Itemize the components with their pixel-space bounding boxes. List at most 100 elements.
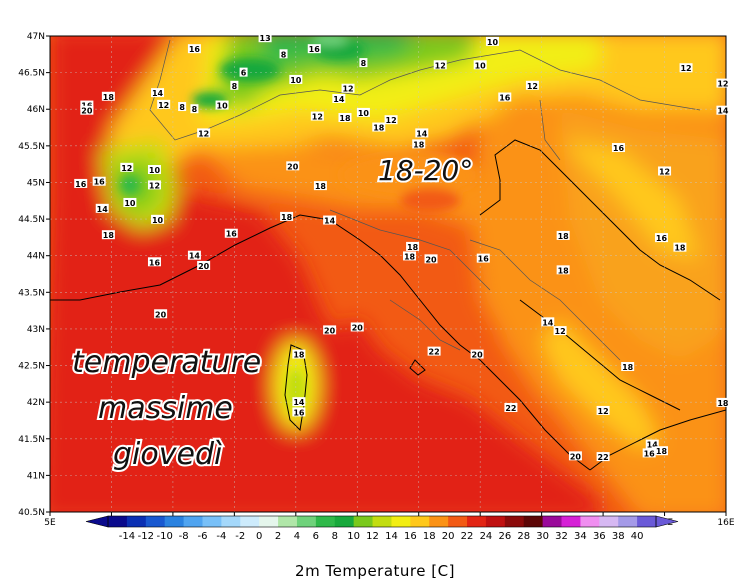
- point-label-bg: [215, 100, 229, 110]
- point-value-label: 16: [147, 257, 161, 267]
- point-label-text: 18: [315, 182, 327, 191]
- point-label-bg: [427, 346, 441, 356]
- point-label-bg: [197, 260, 211, 270]
- point-label-bg: [279, 49, 288, 59]
- point-label-bg: [642, 448, 656, 458]
- point-label-bg: [568, 451, 582, 461]
- colorbar-swatch: [164, 516, 185, 527]
- point-value-label: 18: [403, 251, 417, 261]
- point-value-label: 10: [215, 100, 229, 111]
- point-label-text: 18: [281, 213, 293, 222]
- colorbar-swatch: [561, 516, 581, 527]
- point-label-bg: [679, 63, 693, 73]
- colorbar-swatch: [315, 516, 336, 527]
- colorbar-swatch: [504, 516, 525, 527]
- point-label-bg: [359, 58, 368, 68]
- point-label-text: 14: [324, 217, 336, 226]
- point-label-bg: [323, 325, 337, 335]
- point-label-text: 18: [103, 93, 115, 102]
- point-label-text: 18: [622, 363, 634, 372]
- point-label-bg: [307, 44, 321, 54]
- colorbar-swatch: [259, 516, 279, 527]
- point-label-text: 12: [435, 61, 446, 70]
- point-value-label: 16: [292, 407, 306, 417]
- point-label-bg: [80, 100, 94, 110]
- point-label-text: 10: [487, 38, 499, 47]
- point-label-text: 12: [717, 80, 728, 89]
- colorbar-tick-label: -12: [138, 531, 154, 542]
- point-value-label: 14: [95, 203, 109, 214]
- point-label-text: 18: [339, 114, 351, 123]
- point-label-bg: [556, 265, 570, 275]
- point-label-text: 16: [94, 178, 106, 187]
- point-value-label: 12: [716, 78, 730, 89]
- point-label-text: 10: [152, 216, 164, 225]
- point-value-label: 20: [154, 309, 168, 319]
- point-label-bg: [230, 80, 239, 90]
- point-label-bg: [120, 162, 134, 172]
- point-label-text: 12: [555, 327, 566, 336]
- point-value-label: 14: [187, 250, 201, 261]
- lat-tick-label: 44N: [27, 252, 45, 262]
- colorbar-tick-label: 26: [498, 531, 511, 542]
- colorbar-tick-label: 12: [366, 531, 379, 542]
- point-label-text: 20: [425, 255, 437, 264]
- point-value-label: 20: [350, 322, 364, 332]
- point-label-text: 18: [404, 252, 416, 261]
- colorbar-swatch: [240, 516, 260, 527]
- point-label-text: 12: [198, 129, 209, 138]
- point-value-label: 18: [101, 91, 115, 102]
- point-value-label: 16: [307, 44, 321, 54]
- point-value-label: 20: [323, 325, 337, 335]
- colorbar-swatch: [202, 516, 222, 527]
- colorbar-swatch: [637, 516, 657, 527]
- colorbar-tick-label: 38: [612, 531, 625, 542]
- point-label-text: 18: [413, 140, 425, 149]
- point-value-label: 12: [433, 60, 447, 70]
- point-label-bg: [292, 407, 306, 417]
- colorbar-tick-label: 30: [536, 531, 549, 542]
- point-label-bg: [356, 107, 370, 117]
- point-label-bg: [310, 111, 324, 121]
- point-label-bg: [716, 78, 730, 88]
- point-label-text: 20: [352, 323, 364, 332]
- point-label-bg: [424, 254, 438, 264]
- point-value-label: 22: [596, 452, 610, 462]
- point-value-label: 12: [341, 83, 355, 94]
- caption-line-1: temperature: [72, 345, 261, 380]
- colorbar: [85, 515, 679, 528]
- point-value-label: 20: [470, 349, 484, 360]
- point-label-bg: [525, 80, 539, 90]
- point-label-text: 20: [155, 310, 167, 319]
- point-label-bg: [151, 214, 165, 224]
- colorbar-tick-label: 14: [385, 531, 398, 542]
- caption-line-2: massime: [98, 391, 233, 426]
- point-label-bg: [313, 181, 327, 191]
- colorbar-tick-label: 2: [275, 531, 281, 542]
- colorbar-swatch: [126, 516, 147, 527]
- colorbar-tick-labels: -14 -12 -10 -8 -6 -4 -2 0 2 4 6 8 10 12 14 16 18 20 22 24 26…: [119, 531, 644, 542]
- point-value-label: 14: [415, 128, 429, 138]
- colorbar-tick-label: 32: [555, 531, 568, 542]
- point-value-label: 10: [289, 74, 303, 85]
- lat-tick-label: 44.5N: [18, 215, 45, 225]
- point-label-text: 14: [416, 129, 428, 138]
- point-value-label: 16: [224, 228, 238, 239]
- point-label-bg: [197, 128, 211, 138]
- point-label-bg: [147, 257, 161, 267]
- point-value-label: 12: [147, 180, 161, 190]
- point-label-bg: [673, 242, 687, 252]
- point-label-text: 10: [149, 166, 161, 175]
- lat-tick-label: 46.5N: [18, 69, 45, 79]
- point-label-bg: [658, 166, 672, 176]
- lat-tick-label: 41.5N: [18, 435, 45, 445]
- point-label-text: 16: [189, 45, 201, 54]
- point-value-label: 10: [147, 165, 161, 175]
- colorbar-low-arrow: [85, 515, 109, 528]
- colorbar-swatch: [542, 516, 563, 527]
- colorbar-swatch: [221, 516, 241, 527]
- colorbar-swatch: [448, 516, 468, 527]
- caption-line-2-halo: massime: [98, 391, 233, 426]
- point-label-text: 14: [717, 107, 729, 116]
- colorbar-tick-label: 18: [423, 531, 436, 542]
